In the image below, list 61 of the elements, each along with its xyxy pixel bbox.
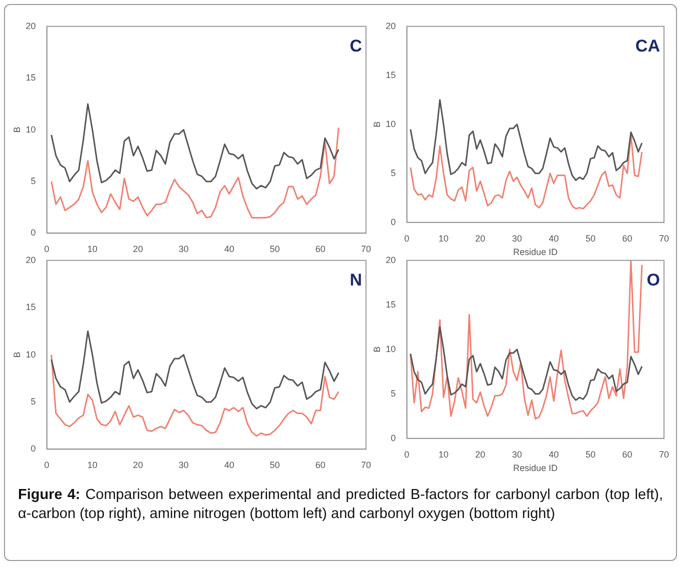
x-tick-label: 30 [512, 449, 522, 460]
y-tick-label: 20 [386, 20, 396, 31]
x-tick-label: 40 [224, 460, 234, 470]
y-tick-label: 5 [390, 168, 396, 178]
y-tick-label: 20 [386, 254, 396, 265]
text: C [350, 36, 362, 56]
x-tick-label: 0 [404, 233, 410, 244]
x-tick-label: 20 [475, 233, 486, 244]
text: O [646, 270, 660, 290]
y-tick-label: 5 [30, 176, 36, 186]
x-tick-label: 70 [360, 460, 371, 470]
y-tick-label: 0 [390, 432, 396, 443]
y-tick-label: 5 [390, 388, 396, 398]
y-tick-label: 10 [386, 344, 396, 354]
y-tick-label: 5 [30, 396, 36, 406]
x-tick-label: 30 [512, 233, 522, 244]
y-tick-label: 15 [26, 72, 36, 83]
y-axis-title: B [12, 126, 22, 133]
x-tick-label: 0 [404, 449, 410, 460]
x-tick-label: 10 [438, 449, 449, 460]
x-tick-label: 10 [438, 233, 449, 244]
y-axis-title: B [12, 352, 22, 358]
x-tick-label: 20 [475, 449, 486, 460]
x-tick-label: 70 [658, 449, 669, 460]
caption: Figure 4: Comparison between experimental and predicted B-factors for carbonyl carbon (top left), α-carbon (top right), amine nitrogen (bottom left) and carbonyl oxygen (bottom right) [18, 486, 663, 524]
x-tick-label: 20 [133, 244, 144, 254]
text: CA [635, 36, 660, 56]
x-tick-label: 60 [622, 233, 632, 244]
x-tick-label: 50 [270, 460, 280, 470]
y-tick-label: 0 [390, 216, 396, 227]
x-tick-label: 40 [548, 233, 559, 244]
x-axis-title: Residue ID [513, 463, 558, 474]
x-tick-label: 60 [315, 244, 326, 254]
x-tick-label: 70 [360, 244, 371, 254]
text: N [350, 270, 362, 290]
y-axis-title: B [372, 346, 382, 352]
y-tick-label: 10 [26, 349, 36, 360]
x-tick-label: 20 [133, 460, 144, 470]
x-tick-label: 60 [315, 460, 326, 470]
y-tick-label: 20 [26, 254, 36, 265]
x-tick-label: 30 [178, 244, 189, 254]
x-axis-title: Residue ID [513, 247, 558, 258]
x-tick-label: 60 [622, 449, 632, 460]
y-tick-label: 20 [26, 20, 36, 31]
x-tick-label: 0 [44, 244, 50, 254]
y-tick-label: 15 [26, 302, 36, 312]
x-tick-label: 10 [87, 460, 98, 470]
x-tick-label: 40 [224, 244, 234, 254]
x-tick-label: 30 [178, 460, 189, 470]
x-tick-label: 50 [270, 244, 280, 254]
x-tick-label: 0 [44, 460, 50, 470]
x-tick-label: 10 [87, 244, 98, 254]
y-tick-label: 10 [386, 118, 396, 129]
y-axis-title: B [372, 121, 382, 128]
y-tick-label: 15 [386, 299, 396, 310]
y-tick-label: 15 [386, 70, 396, 80]
x-tick-label: 40 [548, 449, 559, 460]
x-tick-label: 50 [586, 233, 596, 244]
x-tick-label: 70 [658, 233, 669, 244]
x-tick-label: 50 [586, 449, 596, 460]
y-tick-label: 10 [26, 124, 36, 134]
